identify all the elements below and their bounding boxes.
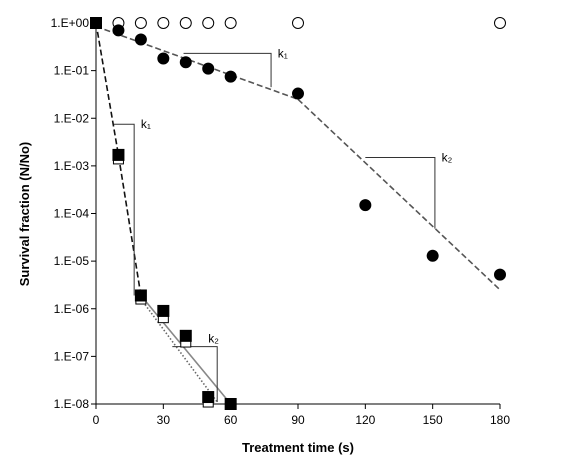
data-point [134, 289, 147, 302]
x-tick-label: 30 [157, 413, 171, 427]
y-tick-label: 1.E-06 [54, 302, 90, 316]
data-point [359, 199, 372, 212]
y-tick-label: 1.E-05 [54, 254, 90, 268]
data-point [134, 17, 147, 29]
data-point [224, 398, 237, 410]
data-point [202, 62, 215, 75]
y-tick-label: 1.E-07 [54, 349, 90, 363]
data-point [179, 56, 192, 69]
x-tick-label: 120 [355, 413, 375, 427]
data-point [202, 17, 215, 29]
y-tick-label: 1.E+00 [51, 16, 90, 30]
data-point [157, 304, 170, 317]
y-tick-label: 1.E-04 [54, 207, 90, 221]
y-tick-label: 1.E-02 [54, 111, 90, 125]
y-axis-title: Survival fraction (N/No) [17, 142, 32, 286]
x-axis-title: Treatment time (s) [242, 440, 354, 455]
data-point [134, 33, 147, 46]
data-point [426, 249, 439, 262]
data-point [224, 70, 237, 83]
x-tick-label: 150 [423, 413, 443, 427]
y-tick-label: 1.E-08 [54, 397, 90, 411]
rate-label: k₂ [442, 150, 453, 164]
data-point [90, 17, 102, 29]
axes: 1.E+00 1.E-01 1.E-02 1.E-03 1.E-04 1.E-05 1.E-… [51, 16, 511, 427]
data-point [179, 329, 192, 342]
fit-line-solid [140, 294, 232, 405]
rate-bracket [183, 52, 272, 88]
data-point [494, 17, 506, 29]
fit-line-dashed [297, 98, 501, 291]
data-points [90, 17, 506, 410]
rate-label: k₁ [278, 46, 288, 60]
x-tick-label: 180 [490, 413, 510, 427]
annotations: k₁ k₂ k₁ k₂ [113, 46, 453, 403]
fit-line-dashed [95, 25, 299, 101]
rate-label: k₂ [208, 331, 219, 345]
rate-bracket [113, 123, 135, 296]
fit-line-dashed [95, 22, 142, 296]
data-point [224, 17, 237, 29]
fit-line-dotted [140, 298, 218, 403]
data-point [202, 391, 215, 404]
rate-label: k₁ [141, 117, 151, 131]
x-tick-label: 0 [93, 413, 100, 427]
fit-lines [95, 22, 501, 405]
rate-bracket [365, 156, 436, 229]
data-point [179, 17, 192, 29]
data-point [157, 52, 170, 65]
y-tick-label: 1.E-01 [54, 64, 90, 78]
data-point [112, 24, 125, 37]
data-point [292, 17, 304, 29]
x-tick-label: 60 [224, 413, 238, 427]
data-point [494, 268, 506, 281]
x-tick-label: 90 [291, 413, 305, 427]
data-point [112, 148, 125, 161]
data-point [157, 17, 170, 29]
y-tick-label: 1.E-03 [54, 159, 90, 173]
data-point [292, 87, 304, 100]
